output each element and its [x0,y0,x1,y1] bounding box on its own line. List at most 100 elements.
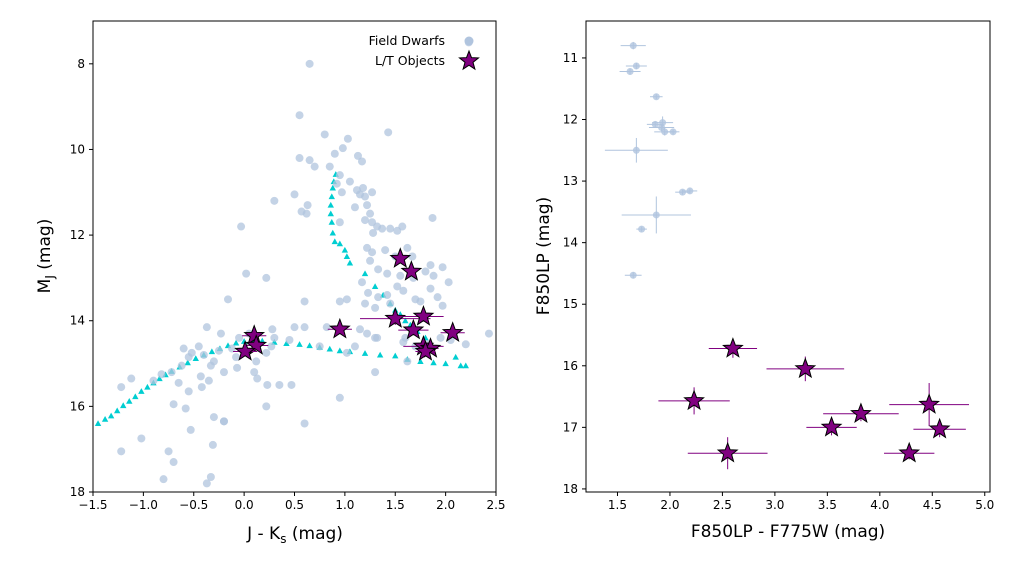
right-x-tick-label: 2.0 [660,498,679,512]
field-dwarf-point [408,252,417,261]
field-dwarf-point [358,157,367,166]
field-dwarf-point [343,134,352,143]
field-dwarf-point [652,211,660,219]
sequence-point [392,352,399,359]
field-dwarf-point [262,402,271,411]
sequence-point [144,383,151,390]
field-dwarf-point [335,297,344,306]
field-dwarf-point [268,325,277,334]
sequence-point [442,360,449,367]
field-dwarf-point [355,325,364,334]
field-dwarf-point [371,303,380,312]
sequence-point [192,355,199,361]
field-dwarf-point [242,269,251,278]
left-y-tick-label: 16 [70,399,85,413]
legend-star-shape [458,49,480,71]
right-field-markers [604,41,698,279]
field-dwarf-point [287,380,296,389]
field-dwarf-point [433,293,442,302]
field-dwarf-point [384,128,393,137]
field-dwarf-point [335,393,344,402]
sequence-point [341,246,349,253]
right-x-tick-label: 2.5 [713,498,732,512]
field-dwarf-point [345,177,354,186]
field-dwarf-point [167,368,176,377]
left-y-axis-label: MJ (mag) [35,219,57,294]
right-y-tick-label: 12 [563,113,578,127]
lt-object-point [414,340,437,361]
sequence-point [107,412,115,419]
field-dwarf-point [270,196,279,205]
sequence-point [120,402,127,409]
field-dwarf-point [403,243,412,252]
field-dwarf-point [164,447,173,456]
field-dwarf-point [267,342,276,351]
field-dwarf-point [669,128,677,136]
field-dwarf-point [421,267,430,276]
field-dwarf-point [228,344,237,353]
left-lt-markers [233,247,465,361]
sequence-point [126,398,133,404]
field-dwarf-point [159,475,168,484]
lt-object-point [722,337,744,358]
field-dwarf-point [378,224,387,233]
field-dwarf-point [117,447,126,456]
right-x-axis-label: F850LP - F775W (mag) [691,522,885,542]
field-dwarf-point [179,344,188,353]
sequence-point [328,219,335,225]
right-y-tick-label: 14 [563,236,578,250]
field-dwarf-point [206,473,215,482]
legend-lt-label: L/T Objects [375,53,445,68]
field-dwarf-point [401,333,410,342]
field-dwarf-point [214,346,223,355]
field-dwarf-point [330,149,339,158]
field-dwarf-point [262,273,271,282]
field-dwarf-point [219,368,228,377]
right-y-tick-label: 17 [563,420,578,434]
right-x-tick-label: 3.5 [818,498,837,512]
lt-object-point [234,340,256,361]
field-dwarf-point [206,361,215,370]
sequence-point [376,351,384,358]
field-dwarf-point [177,361,186,370]
left-x-tick-label: −1.0 [129,498,158,512]
right-y-tick-label: 15 [563,297,578,311]
right-y-axis-label: F850LP (mag) [534,197,554,315]
lt-object-point [400,260,423,281]
sequence-point [94,420,102,427]
sequence-point [343,253,351,260]
right-x-tick-label: 4.5 [923,498,942,512]
field-dwarf-point [285,335,294,344]
field-dwarf-point [196,372,205,381]
field-dwarf-point [235,333,244,342]
field-dwarf-point [295,111,304,120]
lt-object-point [245,334,268,355]
field-dwarf-point [371,368,380,377]
sequence-point [328,193,335,200]
field-dwarf-point [438,263,447,272]
field-dwarf-point [399,286,408,295]
left-y-tick-label: 10 [70,142,85,156]
field-dwarf-point [149,376,158,385]
field-dwarf-point [315,342,324,351]
field-dwarf-point [369,228,378,237]
field-dwarf-point [320,130,329,139]
sequence-point [346,259,354,266]
field-dwarf-point [403,357,412,366]
sequence-point [113,407,121,414]
right-x-axis: 1.5 2.0 2.5 3.0 3.5 4.0 4.5 5.0 [608,492,994,512]
field-dwarf-point [253,374,262,383]
field-dwarf-point [426,261,435,270]
sequence-point [208,348,216,355]
field-dwarf-point [208,440,217,449]
field-dwarf-point [661,128,669,136]
sequence-point [371,283,379,290]
sequence-point [457,362,464,369]
sequence-point [184,359,191,366]
left-x-tick-label: 2.5 [486,498,505,512]
field-dwarf-point [632,146,640,154]
left-field-markers [117,38,493,488]
field-dwarf-point [629,42,637,50]
field-dwarf-point [438,301,447,310]
